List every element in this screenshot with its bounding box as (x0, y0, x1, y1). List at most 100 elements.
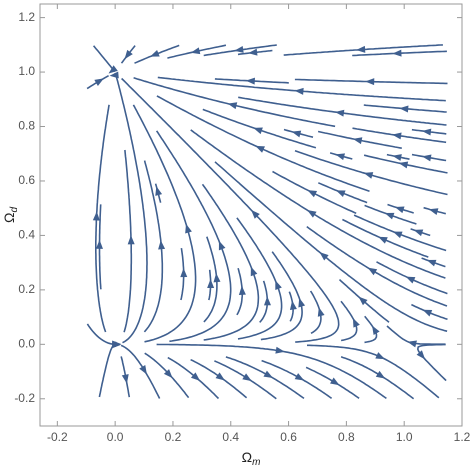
x-axis-label: Ωm (242, 449, 261, 468)
stream-arrow (352, 318, 360, 328)
stream-arrow (108, 65, 118, 74)
streamline (86, 323, 117, 346)
stream-arrow (227, 102, 238, 110)
y-tick-label: 0.8 (18, 119, 35, 133)
streamline (306, 225, 448, 307)
stream-arrow (190, 372, 201, 381)
stream-arrow (294, 87, 304, 95)
stream-arrow (399, 105, 409, 113)
stream-arrow (213, 273, 221, 283)
streamline (120, 344, 161, 399)
stream-arrow (335, 153, 346, 161)
stream-arrow (375, 370, 386, 379)
stream-arrow (163, 369, 173, 379)
streamline (92, 45, 116, 73)
stream-arrow (185, 223, 192, 234)
stream-arrow (392, 132, 402, 140)
stream-arrow (190, 47, 201, 55)
stream-arrow (127, 235, 135, 245)
stream-arrow (352, 137, 363, 145)
stream-arrow (317, 307, 325, 317)
streamline (156, 95, 370, 192)
stream-arrow (275, 280, 282, 291)
x-label-main: Ω (242, 449, 252, 465)
stream-arrow (92, 211, 100, 221)
y-label-sub: d (9, 207, 20, 213)
stream-arrow (238, 285, 246, 296)
x-tick-label: 0.0 (107, 430, 124, 444)
stream-arrow (109, 71, 119, 79)
stream-arrow (124, 49, 133, 60)
stream-arrow (426, 259, 437, 267)
streamlines (86, 44, 448, 400)
stream-arrow (242, 373, 252, 382)
stream-arrow (250, 266, 258, 277)
stream-arrow (356, 45, 366, 53)
x-tick-label: 1.2 (454, 430, 471, 444)
stream-arrow (155, 186, 163, 196)
stream-arrow (207, 279, 215, 289)
y-tick-label: 0.2 (18, 282, 35, 296)
stream-arrow (413, 229, 424, 237)
stream-arrow (358, 296, 368, 306)
streamline (114, 72, 148, 344)
stream-arrow (294, 373, 305, 381)
streamline (156, 343, 387, 400)
stream-arrow (94, 78, 104, 86)
stream-arrow (407, 340, 417, 348)
streamline (98, 343, 116, 398)
stream-arrow (263, 296, 271, 306)
y-tick-label: -0.2 (14, 391, 35, 405)
stream-arrow (405, 276, 416, 284)
stream-arrow (372, 325, 380, 336)
stream-arrow (121, 374, 129, 384)
stream-arrow (218, 240, 226, 251)
stream-arrow (428, 208, 439, 215)
stream-arrow (95, 239, 103, 249)
stream-arrow (392, 231, 403, 239)
x-tick-label: 0.4 (222, 430, 239, 444)
x-label-sub: m (252, 457, 260, 468)
streamline (225, 356, 305, 400)
stream-arrow (378, 236, 388, 244)
stream-arrow (367, 267, 378, 276)
x-tick-label: 0.2 (165, 430, 182, 444)
x-tick-label: -0.2 (47, 430, 68, 444)
stream-arrow (139, 365, 147, 375)
stream-arrow (215, 372, 225, 381)
streamline (416, 343, 447, 382)
y-tick-label: 0.4 (18, 228, 35, 242)
stream-arrow (330, 377, 340, 386)
stream-arrow (392, 49, 402, 57)
stream-arrow (398, 161, 409, 169)
y-axis-label: Ωd (1, 207, 20, 223)
stream-arrow (365, 78, 375, 86)
stream-arrow (180, 268, 188, 278)
y-tick-label: 0.6 (18, 173, 35, 187)
stream-arrow (334, 109, 345, 117)
stream-arrow (234, 46, 244, 53)
stream-arrow (251, 209, 260, 219)
stream-arrow (421, 128, 432, 136)
streamline (144, 352, 190, 399)
stream-arrow (248, 48, 258, 56)
stream-arrow (307, 190, 318, 198)
stream-arrow (158, 240, 166, 250)
stream-arrow (245, 77, 255, 85)
y-tick-label: 1.2 (18, 10, 35, 24)
streamline (155, 130, 232, 343)
x-tick-label: 1.0 (396, 430, 413, 444)
stream-arrow (255, 145, 265, 153)
x-tick-label: 0.8 (338, 430, 355, 444)
y-label-main: Ω (1, 213, 17, 223)
stream-arrow (363, 172, 374, 179)
stream-arrow (422, 309, 433, 317)
stream-arrow (263, 370, 274, 379)
stream-arrow (319, 252, 329, 261)
stream-arrow (289, 300, 297, 310)
stream-arrow (291, 130, 302, 138)
stream-arrow (384, 212, 395, 220)
stream-arrow (298, 297, 306, 308)
streamline (190, 129, 446, 279)
